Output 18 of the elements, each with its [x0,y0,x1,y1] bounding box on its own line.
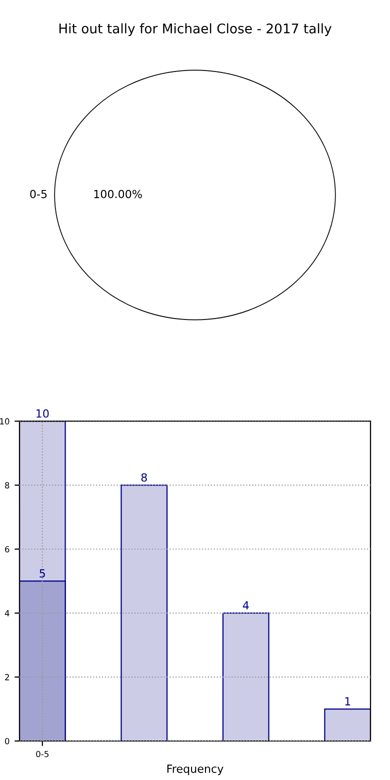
y-tick-label: 0 [5,738,10,744]
data-label: 8 [141,473,147,482]
chart-title: Hit out tally for Michael Close - 2017 tally [59,23,332,36]
y-tick-label: 6 [5,546,10,552]
data-label: 1 [345,697,350,706]
y-tick-label: 4 [4,610,10,616]
data-label: 10 [36,409,49,418]
slice-label: 0-5 [30,190,47,198]
data-label: 100.00% [94,190,142,198]
x-axis-title: Frequency [167,764,224,776]
y-tick-label: 2 [5,674,9,680]
bar [324,708,370,741]
y-tick-label: 8 [5,482,10,488]
bar [120,484,168,741]
bar [222,612,270,741]
y-tick-label: 10 [0,418,10,424]
data-label: 4 [242,601,249,610]
data-label: 5 [40,569,45,578]
